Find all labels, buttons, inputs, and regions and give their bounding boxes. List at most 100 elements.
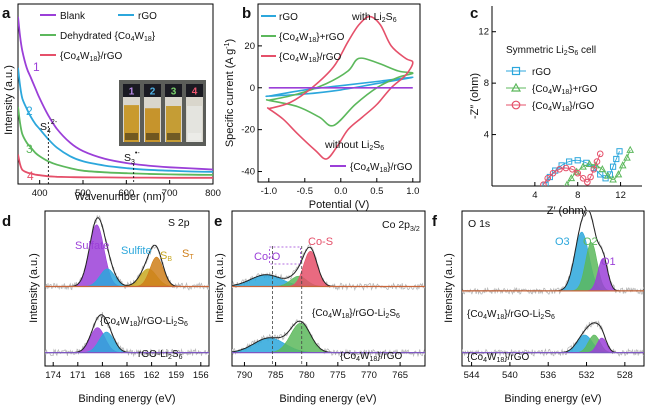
panel-b-x-tick-label: -1.0 (261, 186, 277, 197)
vial-cap (144, 84, 161, 97)
co-o-label: Co-O (254, 251, 281, 263)
without-li2s6-label: without Li2S6 (324, 139, 384, 152)
panel-a-xticks: 400 500 600 700 800 (32, 180, 221, 199)
spectrum-label-co4w18-rgo: {Co4W18}/rGO (340, 351, 403, 363)
st-label: ST (182, 248, 194, 261)
panel-e-x-tick-label: 770 (361, 370, 377, 381)
data-point-triangle (626, 145, 635, 153)
panel-d-spectra (45, 215, 209, 358)
vial-sediment (125, 133, 138, 140)
series-label-2: 2 (26, 104, 33, 118)
data-point-circle (587, 173, 594, 181)
panel-d-ylabel: Intensity (a.u.) (28, 253, 40, 323)
panel-a-x-tick-label: 500 (75, 188, 91, 199)
panel-b-ylabel: Specific current (A g-1) (224, 39, 236, 147)
legend-dehydrated: Dehydrated {Co4W18} (60, 31, 156, 43)
panel-a-frame (17, 3, 214, 185)
fit-component-o3 (462, 231, 644, 292)
panel-a-legend: Blank rGO Dehydrated {Co4W18} {Co4W18}/r… (40, 11, 157, 63)
panel-e-x-tick-label: 775 (330, 370, 346, 381)
data-point-triangle (598, 165, 607, 173)
triangle-marker-icon (510, 82, 522, 92)
nyquist-fit-line (545, 151, 620, 185)
vial-sediment (167, 133, 180, 140)
panel-d-x-tick-label: 174 (45, 370, 61, 381)
panel-a-x-tick-label: 400 (32, 188, 48, 199)
data-point-triangle (609, 175, 617, 183)
series-label-3: 3 (26, 142, 33, 156)
data-point-square (542, 181, 549, 186)
raw-spectrum (462, 320, 644, 357)
panel-e-spectra (232, 243, 425, 358)
panel-a-xlabel: Wavenumber (nm) (75, 191, 166, 203)
data-point-triangle (579, 162, 587, 170)
o3-label: O3 (555, 236, 570, 248)
data-point-circle (590, 165, 598, 173)
panel-c-x-tick-label: 4 (532, 190, 537, 201)
sulfite-label: Sulfite (121, 245, 152, 257)
data-point-triangle (618, 161, 627, 169)
panel-e-x-tick-label: 780 (299, 370, 315, 381)
spectrum-label-rgo-li2s6: rGO-Li2S6 (138, 349, 183, 361)
vial-cap (186, 84, 203, 97)
panel-e-letter: e (214, 213, 222, 230)
fit-component-o2 (462, 334, 644, 353)
series-label-1: 1 (33, 60, 40, 74)
panel-c-legend: rGO {Co4W18}+rGO {Co4W18}/rGO (506, 66, 598, 113)
data-point-square (613, 155, 620, 163)
panel-c-ticks: 4 8 12 4 8 12 (478, 27, 625, 201)
data-point-circle (540, 181, 547, 186)
legend-co4w18-plus-rgo: {Co4W18}+rGO (279, 32, 345, 44)
panel-d-letter: d (2, 213, 11, 230)
panel-b-y-tick-label: -40 (241, 167, 255, 178)
panel-e-x-tick-label: 785 (268, 370, 284, 381)
data-point-circle (574, 169, 582, 177)
panel-d-xlabel: Binding energy (eV) (78, 393, 175, 405)
panel-e: e 790 785 780 775 770 765 Co 2p3/2 Co-O Co-S … (214, 210, 426, 405)
series-line-1 (18, 16, 213, 171)
vials: 1 2 3 4 (123, 84, 203, 142)
co-s-label: Co-S (308, 236, 333, 248)
panel-b-legend: rGO {Co4W18}+rGO {Co4W18}/rGO with Li2S6… (261, 11, 413, 174)
series-line-4 (18, 154, 213, 179)
fit-component-sb (45, 268, 209, 287)
spectrum-label-co4w18-rgo-li2s6: {Co4W18}/rGO-Li2S6 (312, 308, 400, 320)
panel-c-y-tick-label: 4 (484, 130, 489, 141)
spectrum-label-co4w18-rgo: {Co4W18}/rGO (467, 352, 530, 364)
data-point-square (566, 158, 573, 165)
legend-co4w18-rgo: {Co4W18}/rGO (279, 52, 342, 64)
panel-b-x-tick-label: 0.0 (334, 186, 347, 197)
panel-a-ylabel: Intensity (a.u.) (3, 65, 15, 135)
series-line-3 (18, 106, 213, 176)
panel-e-frame (231, 210, 426, 367)
panel-c-ylabel: -Z″ (ohm) (469, 73, 481, 119)
data-point-circle (584, 178, 591, 186)
data-point-square (609, 163, 617, 170)
data-point-circle (579, 174, 587, 182)
panel-c-title: Symmetric Li2S6 cell (506, 45, 596, 57)
fit-component-o3 (462, 334, 644, 353)
data-point-triangle (603, 171, 612, 179)
panel-d-x-tick-label: 159 (168, 370, 184, 381)
panel-d-frame (44, 210, 210, 367)
legend-rgo: rGO (138, 11, 157, 22)
panel-e-title: Co 2p3/2 (382, 219, 420, 233)
panel-f-spectra (462, 211, 644, 357)
fit-component-o1 (462, 258, 644, 292)
panel-f-x-tick-label: 532 (579, 370, 595, 381)
vial-liquid (124, 105, 139, 142)
panel-f-x-tick-label: 536 (540, 370, 556, 381)
fit-component-o2 (462, 242, 644, 292)
fit-component-sulfite (45, 268, 209, 287)
legend-co4w18-plus-rgo: {Co4W18}+rGO (532, 84, 598, 96)
panel-b-ticks: -1.0 -0.5 0.0 0.5 1.0 -40 -20 0 20 (241, 41, 419, 197)
panel-b-letter: b (242, 5, 251, 22)
panel-e-xlabel: Binding energy (eV) (279, 393, 376, 405)
data-point-circle (544, 174, 552, 182)
panel-c-series (540, 145, 635, 186)
vial-number-label: 1 (129, 87, 135, 98)
panel-c-x-tick-label: 8 (575, 190, 580, 201)
panel-b-x-tick-label: 0.5 (370, 186, 383, 197)
panel-d-ticks: 174 171 168 165 162 159 156 (45, 362, 209, 381)
